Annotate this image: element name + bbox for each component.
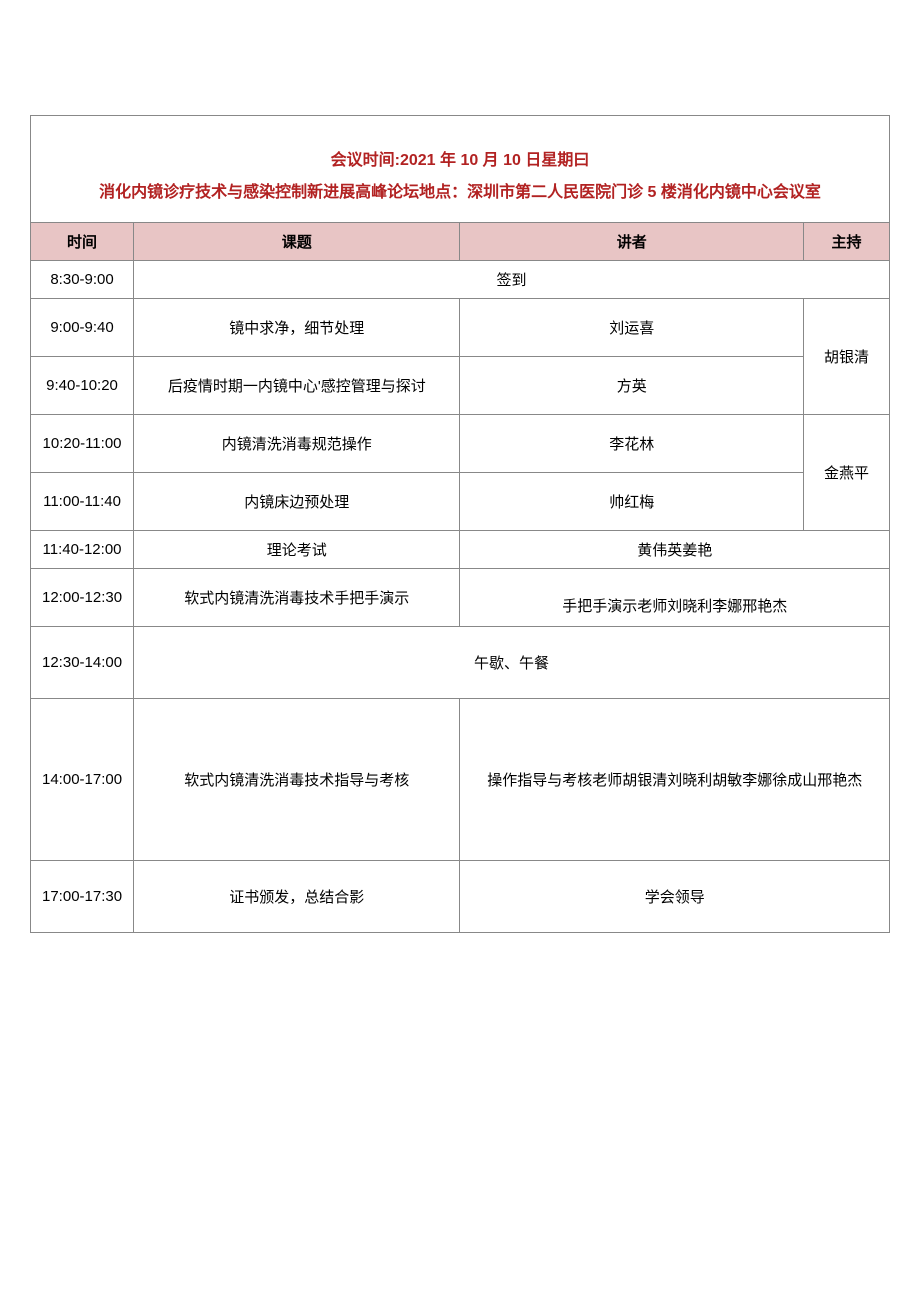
combined-cell: 手把手演示老师刘晓利李娜邢艳杰 xyxy=(460,569,890,627)
speaker-cell: 刘运喜 xyxy=(460,299,804,357)
time-cell: 8:30-9:00 xyxy=(31,261,134,299)
topic-cell: 镜中求净，细节处理 xyxy=(134,299,460,357)
host-cell: 胡银清 xyxy=(804,299,890,415)
combined-cell: 操作指导与考核老师胡银清刘晓利胡敏李娜徐成山邢艳杰 xyxy=(460,699,890,861)
topic-cell: 软式内镜清洗消毒技术指导与考核 xyxy=(134,699,460,861)
time-cell: 9:40-10:20 xyxy=(31,357,134,415)
table-row: 14:00-17:00 软式内镜清洗消毒技术指导与考核 操作指导与考核老师胡银清… xyxy=(31,699,890,861)
time-cell: 12:00-12:30 xyxy=(31,569,134,627)
table-row: 12:30-14:00 午歇、午餐 xyxy=(31,627,890,699)
header-time: 时间 xyxy=(31,223,134,261)
time-cell: 11:40-12:00 xyxy=(31,531,134,569)
combined-cell: 学会领导 xyxy=(460,861,890,933)
lunch-cell: 午歇、午餐 xyxy=(134,627,890,699)
time-cell: 11:00-11:40 xyxy=(31,473,134,531)
speaker-cell: 李花林 xyxy=(460,415,804,473)
topic-cell: 理论考试 xyxy=(134,531,460,569)
topic-cell: 证书颁发，总结合影 xyxy=(134,861,460,933)
table-row: 9:40-10:20 后疫情时期一内镜中心'感控管理与探讨 方英 xyxy=(31,357,890,415)
topic-cell: 软式内镜清洗消毒技术手把手演示 xyxy=(134,569,460,627)
title-line2: 消化内镜诊疗技术与感染控制新进展高峰论坛地点：深圳市第二人民医院门诊 5 楼消化… xyxy=(51,178,869,202)
topic-cell: 后疫情时期一内镜中心'感控管理与探讨 xyxy=(134,357,460,415)
table-row: 9:00-9:40 镜中求净，细节处理 刘运喜 胡银清 xyxy=(31,299,890,357)
table-row: 11:40-12:00 理论考试 黄伟英姜艳 xyxy=(31,531,890,569)
table-row: 10:20-11:00 内镜清洗消毒规范操作 李花林 金燕平 xyxy=(31,415,890,473)
speaker-cell: 方英 xyxy=(460,357,804,415)
speaker-cell: 帅红梅 xyxy=(460,473,804,531)
table-row: 17:00-17:30 证书颁发，总结合影 学会领导 xyxy=(31,861,890,933)
topic-cell: 内镜床边预处理 xyxy=(134,473,460,531)
title-cell: 会议时间:2021 年 10 月 10 日星期曰 消化内镜诊疗技术与感染控制新进… xyxy=(31,116,890,223)
table-row: 8:30-9:00 签到 xyxy=(31,261,890,299)
header-host: 主持 xyxy=(804,223,890,261)
combined-cell: 黄伟英姜艳 xyxy=(460,531,890,569)
table-row: 12:00-12:30 软式内镜清洗消毒技术手把手演示 手把手演示老师刘晓利李娜… xyxy=(31,569,890,627)
title-line1: 会议时间:2021 年 10 月 10 日星期曰 xyxy=(51,146,869,170)
header-topic: 课题 xyxy=(134,223,460,261)
time-cell: 10:20-11:00 xyxy=(31,415,134,473)
topic-cell: 内镜清洗消毒规范操作 xyxy=(134,415,460,473)
signin-cell: 签到 xyxy=(134,261,890,299)
time-cell: 14:00-17:00 xyxy=(31,699,134,861)
time-cell: 9:00-9:40 xyxy=(31,299,134,357)
time-cell: 17:00-17:30 xyxy=(31,861,134,933)
host-cell: 金燕平 xyxy=(804,415,890,531)
schedule-table: 会议时间:2021 年 10 月 10 日星期曰 消化内镜诊疗技术与感染控制新进… xyxy=(30,115,890,933)
time-cell: 12:30-14:00 xyxy=(31,627,134,699)
header-row: 时间 课题 讲者 主持 xyxy=(31,223,890,261)
title-row: 会议时间:2021 年 10 月 10 日星期曰 消化内镜诊疗技术与感染控制新进… xyxy=(31,116,890,223)
header-speaker: 讲者 xyxy=(460,223,804,261)
table-row: 11:00-11:40 内镜床边预处理 帅红梅 xyxy=(31,473,890,531)
